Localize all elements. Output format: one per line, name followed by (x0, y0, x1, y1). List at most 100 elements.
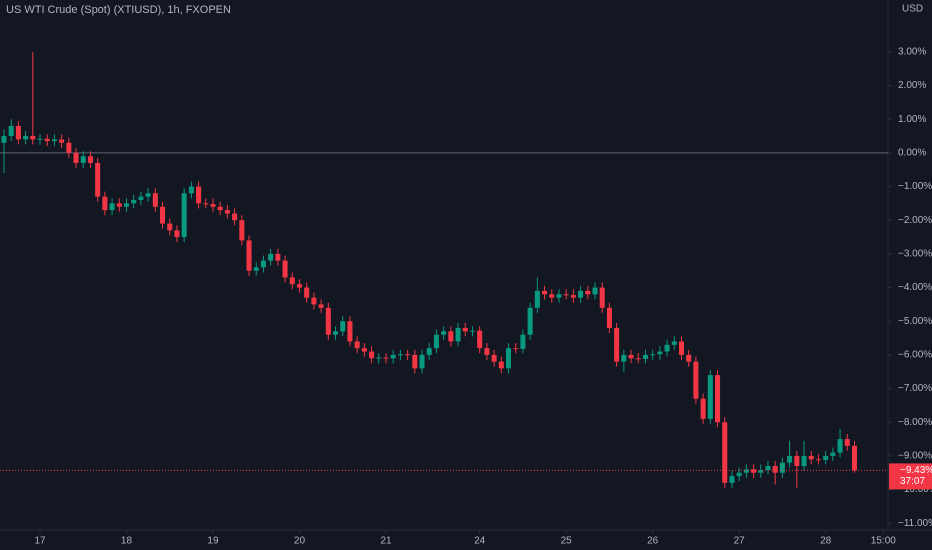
candle-body (369, 351, 375, 359)
candle-body (152, 193, 158, 207)
candle-body (333, 331, 339, 335)
candle-body (30, 136, 36, 140)
y-tick-label: −11.00% (898, 518, 932, 529)
candle-body (556, 294, 562, 298)
candle-body (751, 469, 757, 473)
x-tick-label: 20 (294, 536, 306, 547)
candle-body (823, 455, 829, 460)
candle-body (196, 186, 202, 204)
candle-body (268, 253, 274, 261)
candle-body (426, 348, 432, 355)
candle-body (794, 455, 800, 467)
candle-body (614, 327, 620, 362)
candle-body (448, 331, 454, 342)
candle-body (282, 260, 288, 278)
candle-body (592, 287, 598, 295)
candle-body (758, 470, 764, 473)
candle-body (390, 354, 396, 359)
candle-body (678, 341, 685, 355)
candle-body (23, 136, 29, 140)
y-tick-label: −10.00% (898, 484, 932, 495)
candle-body (87, 156, 93, 163)
candle-body (743, 469, 749, 473)
candle-body (325, 307, 331, 335)
candle-body (289, 277, 295, 285)
candle-body (563, 294, 569, 296)
candle-body (664, 344, 670, 352)
candle-body (405, 354, 411, 356)
candle-body (657, 351, 663, 355)
candle-body (433, 334, 439, 349)
candle-body (95, 162, 101, 197)
candle-body (851, 445, 858, 471)
candle-body (700, 398, 706, 419)
currency-label: USD (902, 4, 923, 15)
x-tick-label: 21 (380, 536, 392, 547)
y-tick-label: 0.00% (898, 148, 926, 159)
candle-body (383, 357, 389, 359)
candle-body (15, 125, 21, 140)
candle-body (830, 452, 836, 456)
y-tick-label: 3.00% (898, 46, 926, 57)
y-tick-label: −5.00% (898, 316, 932, 327)
y-tick-label: −2.00% (898, 215, 932, 226)
candle-body (224, 210, 230, 214)
candle-body (527, 307, 533, 335)
candle-body (844, 439, 850, 446)
x-tick-label: 25 (561, 536, 573, 547)
candle-body (397, 354, 403, 356)
countdown-label: 37:07 (900, 476, 925, 487)
candle-body (462, 327, 468, 332)
candle-body (412, 354, 418, 369)
candle-body (715, 375, 721, 423)
candle-body (484, 348, 490, 355)
candle-body (628, 354, 634, 359)
candle-body (188, 186, 194, 194)
candle-body (275, 253, 281, 261)
candle-body (203, 203, 209, 205)
y-tick-label: 1.00% (898, 114, 926, 125)
candle-body (736, 472, 742, 477)
candle-body (578, 290, 584, 298)
candle-body (513, 348, 519, 350)
x-tick-label: 18 (121, 536, 133, 547)
candle-body (469, 330, 475, 332)
x-tick-label: 27 (734, 536, 746, 547)
candle-body (419, 354, 425, 369)
candle-body (217, 206, 223, 211)
candle-body (599, 287, 605, 308)
candle-body (455, 327, 461, 342)
x-tick-label: 19 (207, 536, 219, 547)
y-tick-label: −9.00% (898, 451, 932, 462)
candle-body (837, 439, 843, 453)
candle-body (542, 290, 548, 295)
x-tick-label: 15:00 (871, 536, 896, 547)
candle-body (131, 200, 137, 204)
candle-body (635, 358, 641, 360)
candle-body (441, 331, 447, 335)
last-price-label: −9.43% (900, 465, 932, 476)
x-tick-label: 24 (474, 536, 486, 547)
candle-body (772, 466, 778, 473)
candle-body (232, 213, 238, 221)
y-tick-label: −6.00% (898, 350, 932, 361)
candle-body (311, 297, 317, 305)
candle-body (361, 348, 367, 352)
candle-body (815, 459, 821, 461)
y-tick-label: −3.00% (898, 249, 932, 260)
x-tick-label: 26 (647, 536, 659, 547)
y-tick-label: −4.00% (898, 282, 932, 293)
candle-body (246, 240, 252, 271)
candle-body (693, 361, 699, 399)
candle-body (109, 203, 115, 211)
x-tick-label: 17 (34, 536, 46, 547)
candle-body (51, 139, 57, 142)
candle-body (296, 284, 303, 288)
candle-body (549, 294, 555, 298)
candle-body (650, 354, 656, 356)
candle-body (59, 139, 65, 143)
candle-body (260, 260, 266, 268)
candle-body (787, 455, 793, 463)
